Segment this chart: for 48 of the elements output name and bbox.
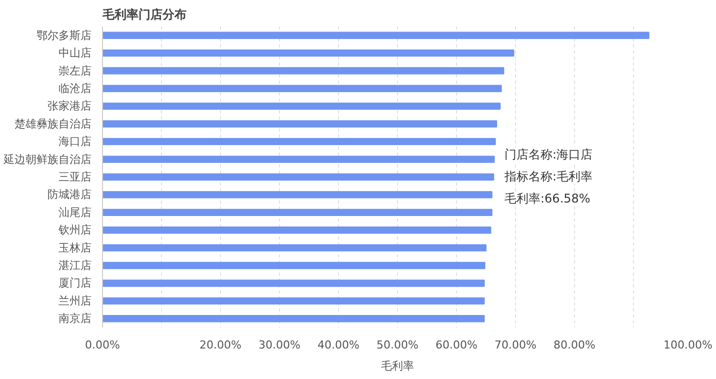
y-tick-label: 崇左店 [58, 64, 92, 78]
bar [102, 120, 498, 128]
bar [102, 280, 485, 287]
y-tick-label: 楚雄彝族自治店 [14, 117, 92, 130]
y-tick-label: 临沧店 [58, 82, 92, 95]
y-tick-label: 汕尾店 [58, 206, 92, 219]
y-tick-label: 南京店 [58, 312, 92, 326]
x-tick-label: 100.00% [664, 338, 713, 352]
y-tick-label: 三亚店 [58, 170, 92, 184]
bar [102, 32, 650, 39]
x-tick-label: 20.00% [200, 338, 242, 352]
y-tick-label: 防城港店 [48, 188, 92, 202]
y-tick-label: 张家港店 [48, 100, 92, 113]
y-tick-label: 湛江店 [58, 259, 92, 272]
x-tick-label: 70.00% [494, 338, 536, 352]
x-tick-label: 0.00% [85, 338, 120, 352]
annotation: 门店名称:海口店 [504, 148, 593, 162]
y-tick-label: 厦门店 [58, 276, 92, 290]
y-tick-label: 海口店 [58, 135, 92, 148]
y-tick-label: 玉林店 [58, 241, 92, 254]
bar [102, 49, 514, 57]
y-tick-label: 鄂尔多斯店 [36, 28, 92, 42]
bar [102, 208, 492, 216]
x-tick-label: 40.00% [318, 338, 360, 352]
x-tick-label: 80.00% [554, 338, 596, 352]
bar [102, 297, 485, 305]
chart-title: 毛利率门店分布 [102, 8, 186, 22]
y-tick-label: 钦州店 [58, 224, 92, 237]
bar [102, 156, 495, 163]
bar [102, 102, 501, 110]
bar [102, 191, 492, 198]
x-axis-title: 毛利率 [381, 360, 414, 372]
bar [102, 138, 496, 146]
x-tick-label: 50.00% [376, 338, 418, 352]
annotation: 毛利率:66.58% [504, 192, 590, 206]
x-tick-label: 60.00% [436, 338, 478, 352]
x-tick-label: 30.00% [258, 338, 300, 352]
bar [102, 173, 494, 181]
annotation: 指标名称:毛利率 [504, 170, 593, 184]
bar [102, 262, 486, 270]
y-tick-label: 延边朝鲜族自治店 [2, 152, 92, 166]
bar [102, 226, 492, 234]
bar [102, 67, 504, 74]
y-tick-label: 中山店 [58, 46, 92, 60]
bar [102, 84, 502, 92]
y-tick-label: 兰州店 [58, 294, 92, 308]
bar [102, 315, 485, 322]
bar [102, 244, 486, 252]
